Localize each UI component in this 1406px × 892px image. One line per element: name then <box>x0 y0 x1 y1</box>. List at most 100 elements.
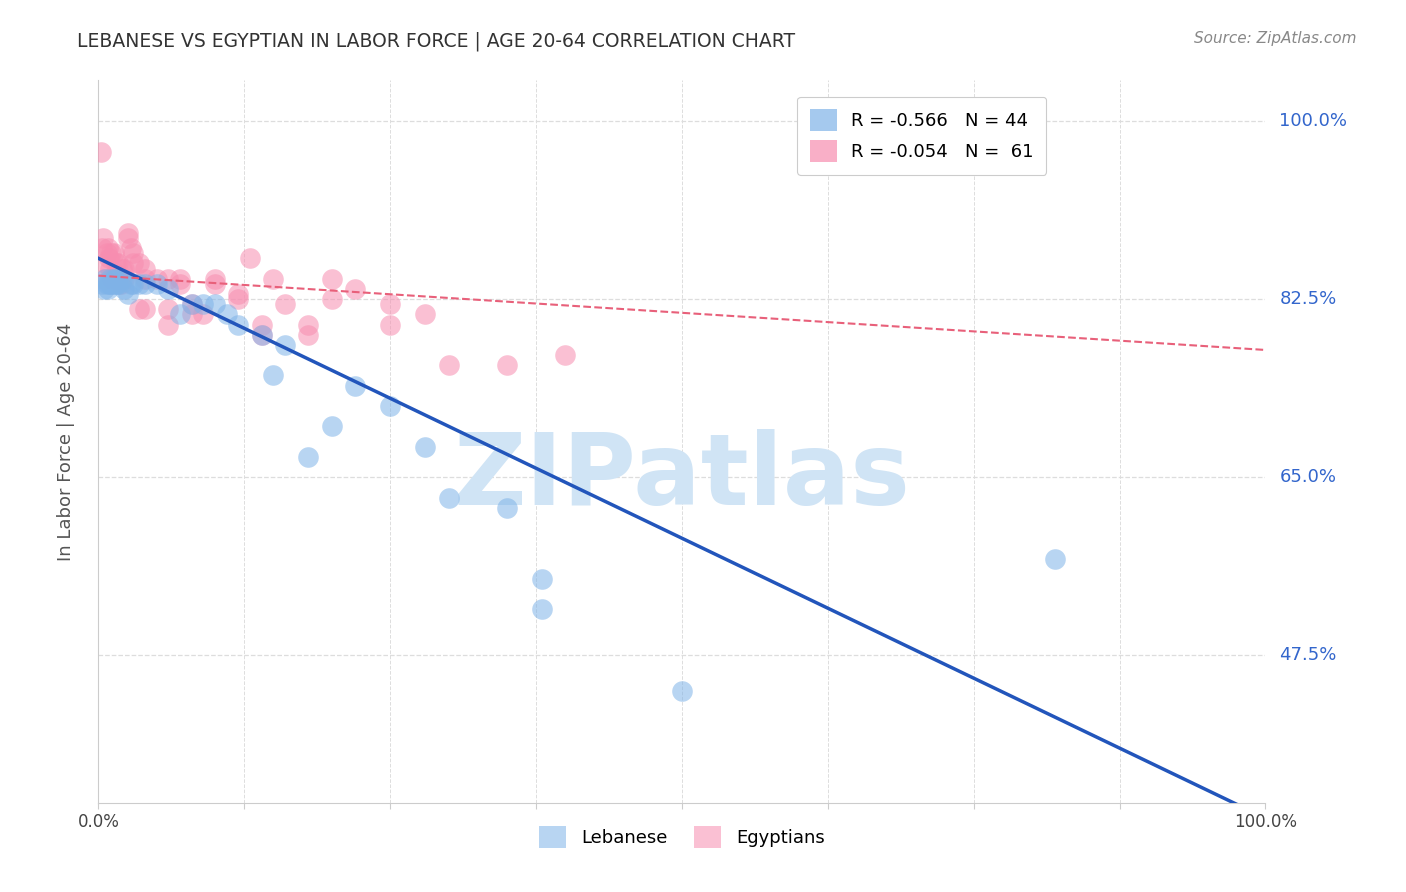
Point <box>108 277 131 291</box>
Point <box>105 277 128 291</box>
Point <box>1045 551 1067 566</box>
Point <box>250 327 273 342</box>
Point <box>97 252 120 266</box>
Point <box>94 271 117 285</box>
Point <box>104 267 127 281</box>
Point <box>413 307 436 321</box>
Point <box>111 271 134 285</box>
Point <box>93 282 115 296</box>
Text: ZIPatlas: ZIPatlas <box>454 429 910 526</box>
Point <box>204 297 226 311</box>
Point <box>128 277 150 291</box>
Point <box>437 491 460 505</box>
Point <box>204 271 226 285</box>
Point <box>103 246 125 260</box>
Point <box>120 241 142 255</box>
Point <box>204 277 226 291</box>
Point <box>297 318 319 332</box>
Point <box>180 297 202 311</box>
Point <box>104 271 127 285</box>
Point <box>117 226 139 240</box>
Point <box>98 271 121 285</box>
Point <box>344 282 367 296</box>
Point <box>321 419 343 434</box>
Point <box>122 246 145 260</box>
Point <box>321 271 343 285</box>
Point <box>274 338 297 352</box>
Point <box>157 302 180 317</box>
Point <box>250 327 273 342</box>
Point <box>250 318 273 332</box>
Point <box>134 271 156 285</box>
Y-axis label: In Labor Force | Age 20-64: In Labor Force | Age 20-64 <box>56 322 75 561</box>
Point <box>380 297 402 311</box>
Point <box>101 271 124 285</box>
Point <box>496 500 519 515</box>
Point <box>104 271 127 285</box>
Point <box>413 440 436 454</box>
Point <box>180 297 202 311</box>
Point <box>193 307 215 321</box>
Point <box>96 246 118 260</box>
Text: Source: ZipAtlas.com: Source: ZipAtlas.com <box>1194 31 1357 46</box>
Point <box>262 271 284 285</box>
Point <box>380 318 402 332</box>
Point <box>380 399 402 413</box>
Legend: Lebanese, Egyptians: Lebanese, Egyptians <box>531 819 832 855</box>
Point <box>128 256 150 270</box>
Point <box>90 145 112 159</box>
Point <box>100 277 122 291</box>
Point <box>134 277 156 291</box>
Point <box>108 271 131 285</box>
Point <box>117 231 139 245</box>
Point <box>297 450 319 464</box>
Point <box>274 297 297 311</box>
Point <box>134 302 156 317</box>
Point <box>437 358 460 372</box>
Point <box>671 684 693 698</box>
Text: LEBANESE VS EGYPTIAN IN LABOR FORCE | AGE 20-64 CORRELATION CHART: LEBANESE VS EGYPTIAN IN LABOR FORCE | AG… <box>77 31 796 51</box>
Point <box>94 256 117 270</box>
Point <box>90 241 112 255</box>
Point <box>169 307 191 321</box>
Text: 47.5%: 47.5% <box>1279 646 1337 665</box>
Point <box>104 277 127 291</box>
Text: 65.0%: 65.0% <box>1279 468 1337 486</box>
Point <box>90 277 112 291</box>
Point <box>97 241 120 255</box>
Point <box>496 358 519 372</box>
Point <box>228 318 250 332</box>
Point <box>103 271 125 285</box>
Point <box>169 271 191 285</box>
Point <box>228 287 250 301</box>
Point <box>117 287 139 301</box>
Point <box>146 271 169 285</box>
Point <box>228 292 250 306</box>
Point <box>97 277 120 291</box>
Point <box>344 378 367 392</box>
Point <box>107 271 129 285</box>
Point <box>112 261 135 276</box>
Point <box>262 368 284 383</box>
Point <box>104 256 127 270</box>
Point <box>110 277 132 291</box>
Point <box>111 261 134 276</box>
Point <box>120 277 142 291</box>
Point <box>98 261 121 276</box>
Point <box>157 318 180 332</box>
Point <box>215 307 238 321</box>
Point <box>91 231 114 245</box>
Point <box>321 292 343 306</box>
Point <box>180 307 202 321</box>
Point <box>297 327 319 342</box>
Point <box>193 297 215 311</box>
Point <box>157 271 180 285</box>
Point <box>93 271 115 285</box>
Point <box>169 277 191 291</box>
Point <box>122 277 145 291</box>
Point <box>101 277 124 291</box>
Point <box>107 256 129 270</box>
Text: 100.0%: 100.0% <box>1279 112 1347 130</box>
Point <box>530 572 553 586</box>
Point <box>239 252 262 266</box>
